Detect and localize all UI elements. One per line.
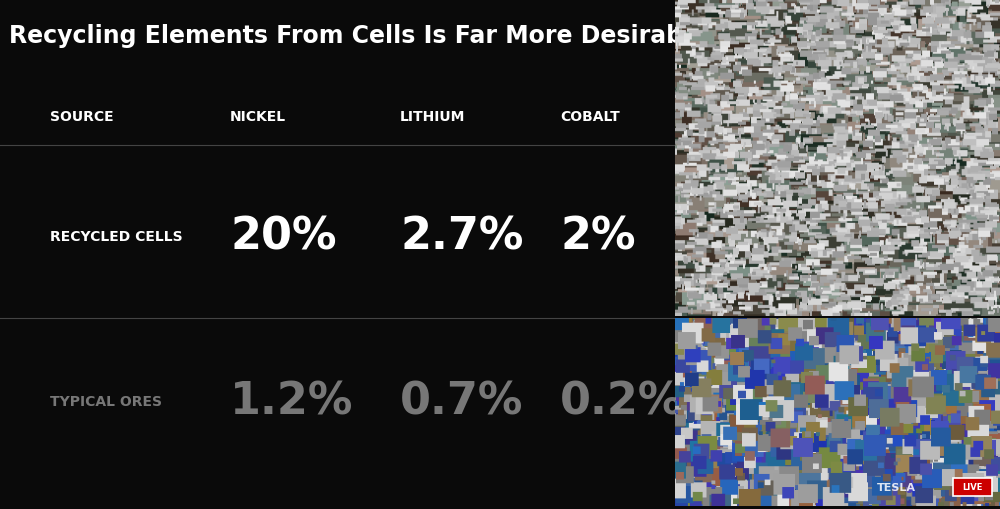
Text: 1.2%: 1.2% [230,381,353,423]
FancyBboxPatch shape [953,478,992,496]
Text: 2%: 2% [560,215,636,258]
Text: COBALT: COBALT [560,110,620,124]
Text: SOURCE: SOURCE [50,110,114,124]
Text: TYPICAL ORES: TYPICAL ORES [50,395,162,409]
Text: Recycling Elements From Cells Is Far More Desirable Than From Raw Ores: Recycling Elements From Cells Is Far Mor… [9,23,991,48]
Text: NICKEL: NICKEL [230,110,286,124]
Text: 2.7%: 2.7% [400,215,523,258]
Text: RECYCLED CELLS: RECYCLED CELLS [50,230,183,244]
Text: 0.7%: 0.7% [400,381,523,423]
Text: LIVE: LIVE [962,483,983,492]
Text: 20%: 20% [230,215,336,258]
Text: 0.2%: 0.2% [560,381,683,423]
Text: LITHIUM: LITHIUM [400,110,465,124]
Text: TESLA: TESLA [876,483,916,493]
